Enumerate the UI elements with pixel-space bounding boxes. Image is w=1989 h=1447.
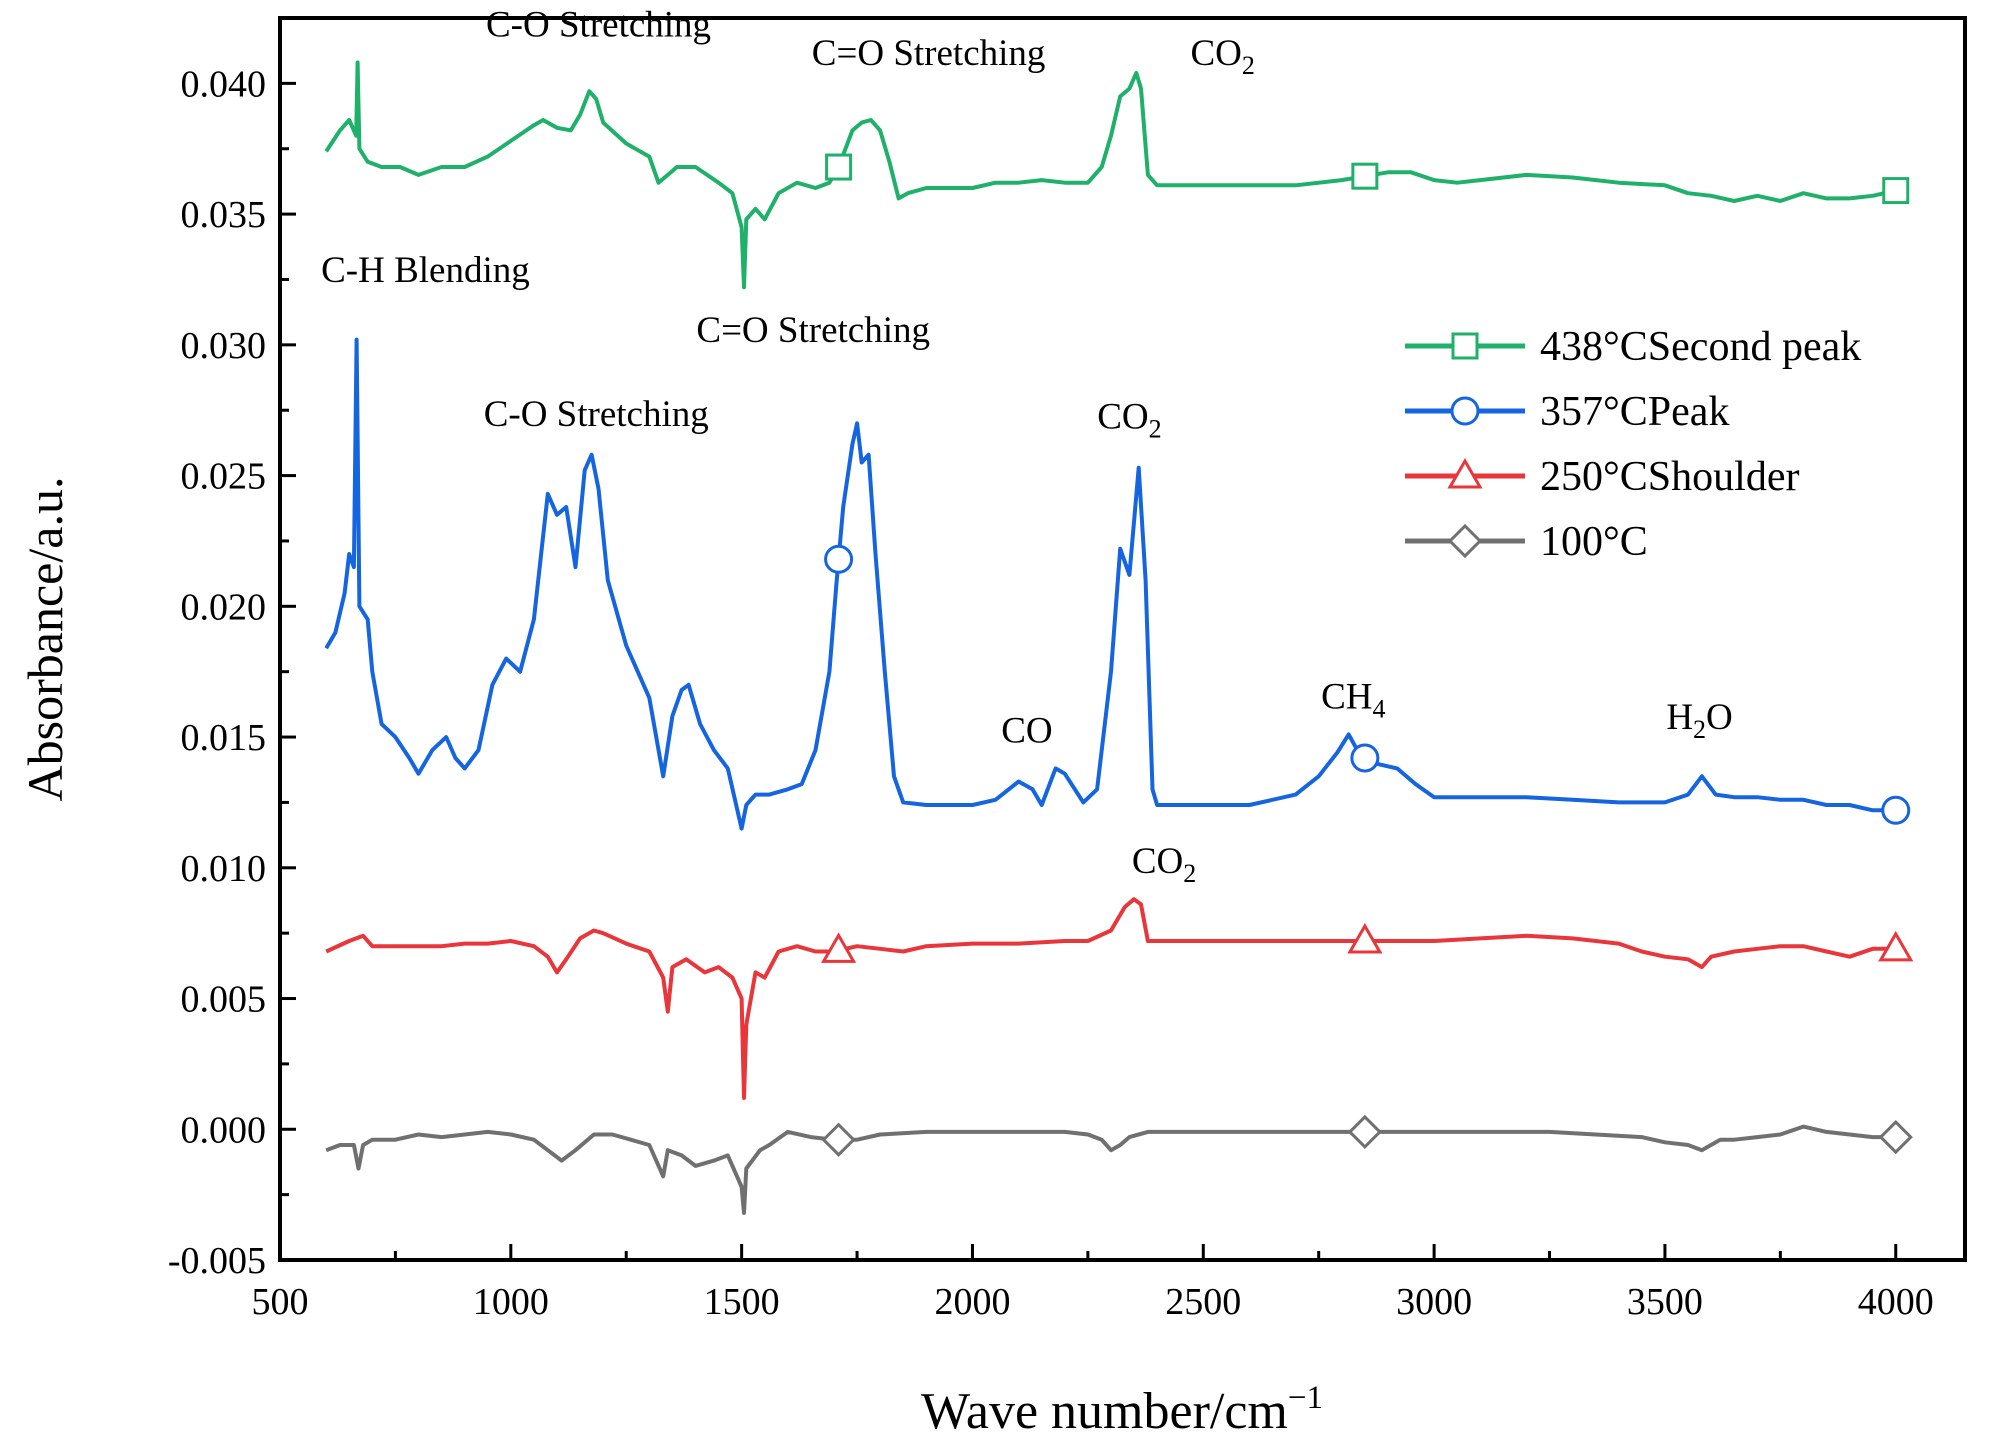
x-tick-label: 3000	[1396, 1281, 1472, 1323]
y-tick-label: 0.020	[181, 586, 267, 628]
legend-marker	[1447, 523, 1483, 559]
x-tick-label: 3500	[1627, 1281, 1703, 1323]
series-marker	[1347, 923, 1383, 954]
y-tick-label: 0.010	[181, 848, 267, 890]
annotation-text: CO	[1132, 841, 1183, 882]
y-tick-label: 0.015	[181, 717, 267, 759]
legend-label: 357°CPeak	[1540, 389, 1729, 435]
y-tick-label: 0.000	[181, 1109, 267, 1151]
annotation-text: C-O Stretching	[486, 4, 711, 45]
annotation-text: H	[1666, 697, 1693, 738]
y-tick-label: -0.005	[168, 1240, 266, 1282]
series-marker	[1882, 177, 1910, 205]
series-marker	[1881, 795, 1911, 825]
peak-annotation: C-O Stretching	[486, 4, 711, 45]
series-marker	[820, 932, 857, 963]
series-marker	[1351, 162, 1379, 190]
annotation-text: CO	[1001, 710, 1052, 751]
y-tick-label: 0.025	[181, 456, 267, 498]
series-marker	[824, 544, 854, 574]
annotation-subscript: 2	[1242, 51, 1255, 80]
legend-marker	[1450, 396, 1480, 426]
peak-annotation: H2O	[1666, 697, 1732, 744]
series-line	[325, 1124, 1896, 1215]
annotation-subscript: 2	[1183, 859, 1196, 888]
y-axis-label: Absorbance/a.u.	[17, 477, 73, 802]
x-tick-label: 2500	[1165, 1281, 1241, 1323]
x-axis-label-text: Wave number/cm	[921, 1383, 1288, 1440]
y-tick-label: 0.005	[181, 979, 267, 1021]
peak-annotation: CO2	[1132, 841, 1196, 888]
legend-label: 438°CSecond peak	[1540, 324, 1861, 370]
annotation-text: CH	[1321, 676, 1372, 717]
series-marker	[1878, 930, 1914, 962]
annotation-suffix: O	[1706, 697, 1733, 738]
series-line	[325, 897, 1896, 1100]
y-tick-label: 0.035	[181, 194, 267, 236]
x-tick-label: 1000	[473, 1281, 549, 1323]
peak-annotation: C=O Stretching	[696, 310, 930, 351]
x-axis-label: Wave number/cm−1	[921, 1380, 1323, 1440]
y-tick-label: 0.030	[181, 325, 267, 367]
peak-annotation: CO2	[1190, 33, 1254, 80]
annotation-text: C=O Stretching	[812, 33, 1046, 74]
series-marker	[1350, 743, 1380, 773]
annotation-subscript: 2	[1693, 715, 1706, 744]
x-axis-label-exponent: −1	[1288, 1380, 1323, 1416]
series-marker	[1878, 1119, 1913, 1155]
annotation-text: C=O Stretching	[696, 310, 930, 351]
peak-annotation: CH4	[1321, 676, 1385, 723]
plot-frame	[278, 16, 1967, 1262]
series-marker	[1347, 1114, 1382, 1149]
peak-annotation: C-O Stretching	[484, 394, 709, 435]
peak-annotation: C-H Blending	[321, 250, 530, 291]
axis-ticks: 500 1000 1500 2000 2500 3000 3500 4000 -0.005 0.0…	[168, 63, 1934, 1323]
peak-annotation: C=O Stretching	[812, 33, 1046, 74]
legend-label: 100°C	[1540, 519, 1648, 565]
x-tick-label: 2000	[934, 1281, 1010, 1323]
legend: 438°CSecond peak 357°CPeak 250°CShoulder 10…	[1405, 324, 1861, 565]
series-line	[324, 337, 1896, 831]
annotation-text: CO	[1097, 397, 1148, 438]
peak-annotation: CO	[1001, 710, 1052, 751]
legend-marker	[1451, 332, 1479, 360]
x-tick-label: 1500	[704, 1281, 780, 1323]
annotation-text: C-H Blending	[321, 250, 530, 291]
x-tick-label: 4000	[1858, 1281, 1934, 1323]
annotation-text: CO	[1190, 33, 1241, 74]
annotation-subscript: 4	[1373, 694, 1386, 723]
legend-marker	[1447, 457, 1483, 489]
series-group	[324, 60, 1914, 1215]
annotation-text: C-O Stretching	[484, 394, 709, 435]
series-marker	[825, 153, 853, 181]
y-tick-label: 0.040	[181, 63, 267, 105]
series-line	[324, 60, 1897, 290]
series-marker	[821, 1122, 856, 1157]
peak-annotation: CO2	[1097, 397, 1161, 444]
annotation-subscript: 2	[1149, 415, 1162, 444]
x-tick-label: 500	[252, 1281, 309, 1323]
legend-label: 250°CShoulder	[1540, 454, 1799, 500]
